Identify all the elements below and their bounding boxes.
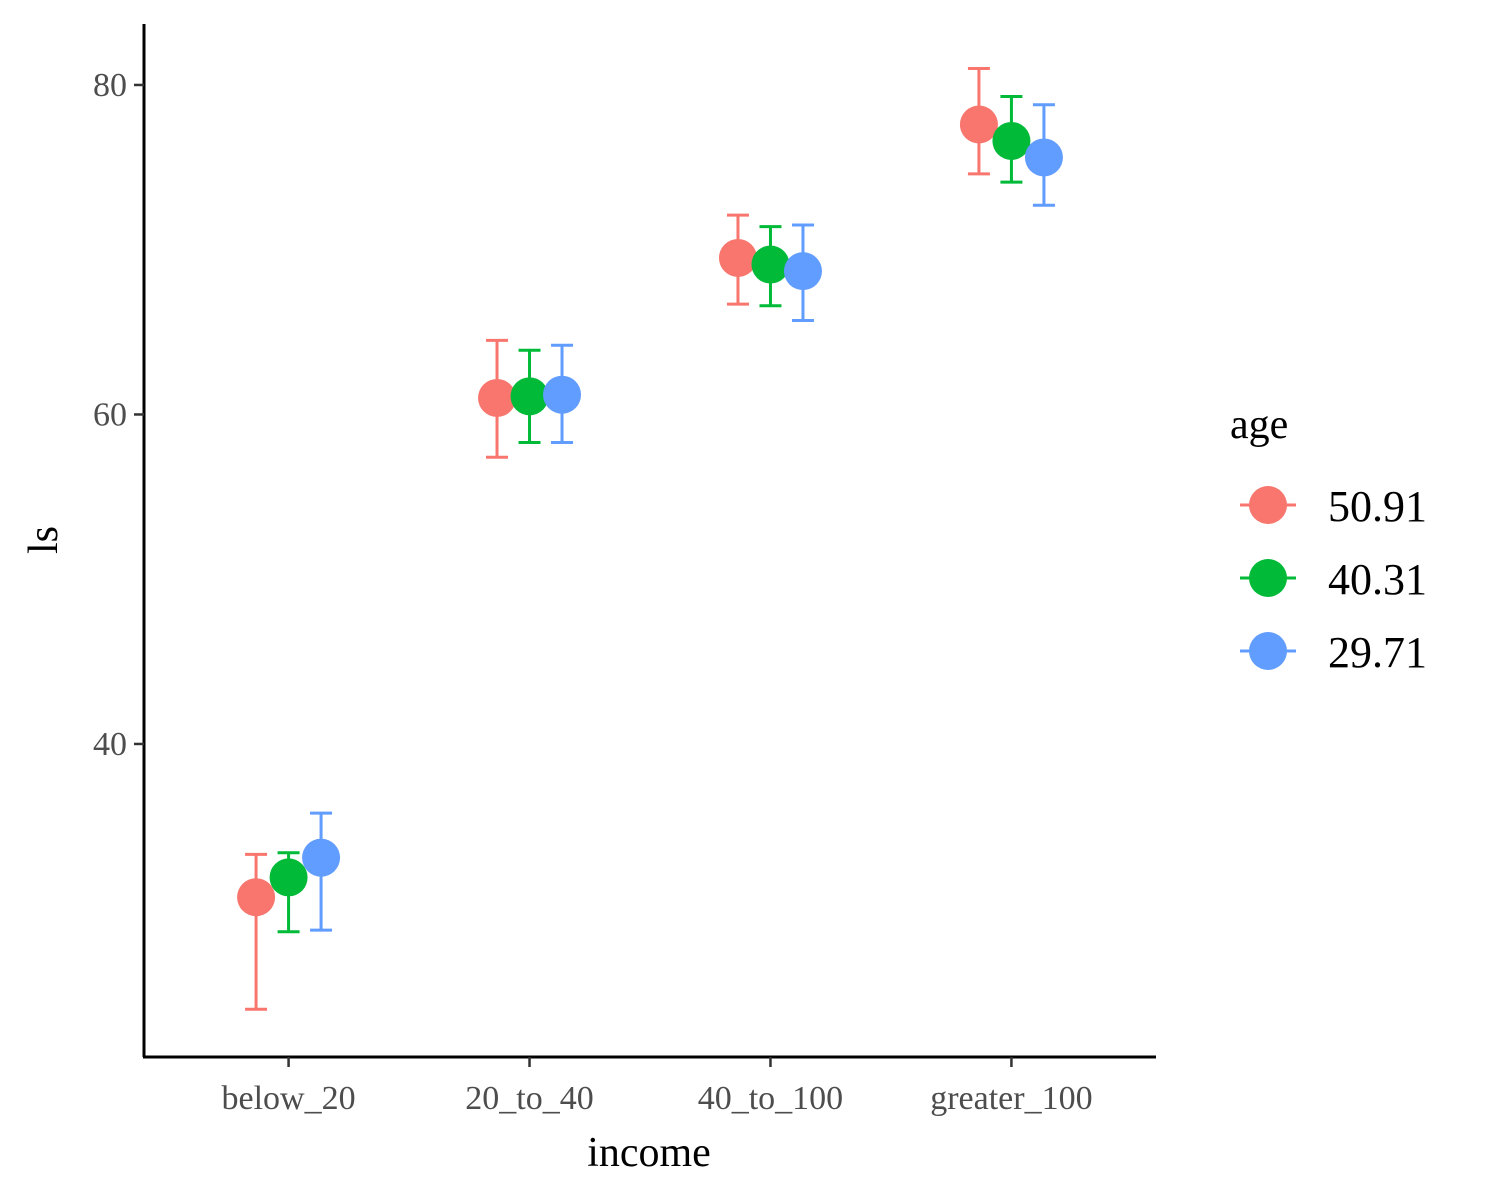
y-ticks: 40 60 80 [93,67,144,763]
series-29.71 [302,103,1063,932]
legend-key-point [1249,632,1287,670]
y-tick-label: 60 [93,396,127,433]
y-tick-label: 80 [93,67,127,104]
y-tick-label: 40 [93,726,127,763]
x-tick-label: 40_to_100 [698,1080,843,1117]
legend-key-point [1249,559,1287,597]
legend-label: 40.31 [1328,555,1427,604]
data-point [992,121,1031,160]
data-point [751,245,790,284]
x-axis-title: income [587,1130,711,1176]
legend-item: 29.71 [1240,628,1427,677]
data-point [783,252,822,291]
legend-item: 40.31 [1240,555,1427,604]
data-point [959,105,998,144]
data-point [510,377,549,416]
data-point [718,238,757,277]
x-tick-label: greater_100 [930,1080,1092,1117]
x-tick-label: below_20 [222,1080,356,1117]
legend-key-point [1249,486,1287,524]
data-point [543,375,582,414]
data-point [302,838,341,877]
x-tick-label: 20_to_40 [465,1080,593,1117]
plot-marks [237,66,1063,1011]
legend: age 50.91 40.31 29.71 [1230,402,1427,677]
x-ticks: below_20 20_to_40 40_to_100 greater_100 [222,1057,1093,1117]
data-point [1024,138,1063,177]
data-point [237,878,276,917]
y-axis-title: ls [21,526,67,554]
data-point [269,858,308,897]
data-point [478,378,517,417]
legend-label: 50.91 [1328,482,1427,531]
legend-label: 29.71 [1328,628,1427,677]
legend-item: 50.91 [1240,482,1427,531]
legend-items: 50.91 40.31 29.71 [1240,482,1427,677]
legend-title: age [1230,402,1288,448]
series-50.91 [237,66,998,1011]
series-40.31 [269,94,1031,934]
